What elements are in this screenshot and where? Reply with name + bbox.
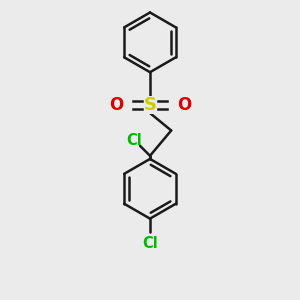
- Text: O: O: [109, 96, 123, 114]
- Text: Cl: Cl: [127, 133, 142, 148]
- Text: O: O: [177, 96, 191, 114]
- Text: Cl: Cl: [142, 236, 158, 251]
- Text: S: S: [143, 96, 157, 114]
